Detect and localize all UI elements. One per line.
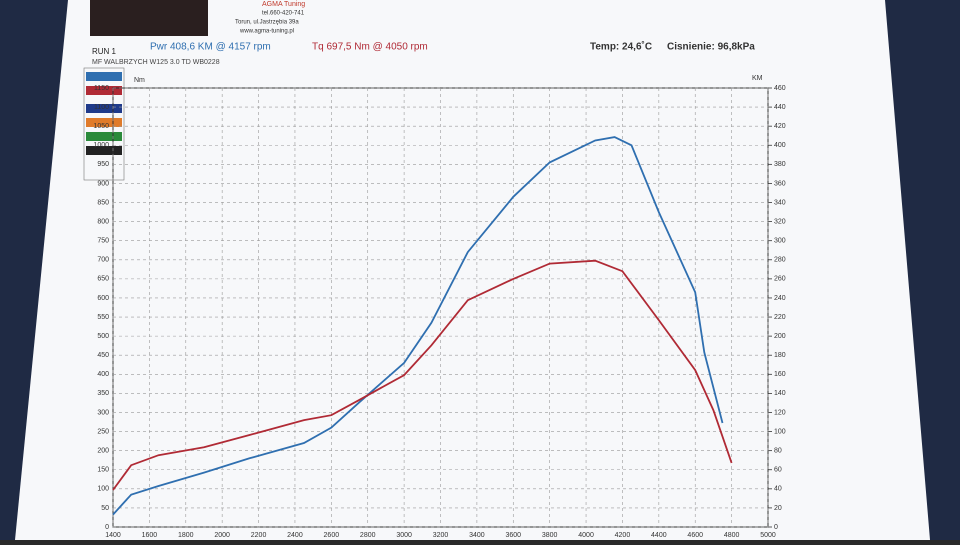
y2-tick-label: 200 bbox=[774, 333, 786, 340]
x-tick-label: 3800 bbox=[542, 532, 558, 539]
x-tick-label: 1800 bbox=[178, 532, 194, 539]
data-line bbox=[112, 259, 733, 491]
y2-tick-label: 80 bbox=[774, 447, 782, 454]
y2-axis-label: KM bbox=[752, 75, 763, 82]
x-tick-label: 3400 bbox=[469, 532, 485, 539]
y2-tick-label: 40 bbox=[774, 486, 782, 493]
x-tick-label: 2000 bbox=[214, 532, 230, 539]
pressure: Cisnienie: 96,8kPa bbox=[667, 42, 755, 53]
y2-tick-label: 160 bbox=[774, 371, 786, 378]
y-tick-label: 700 bbox=[97, 257, 109, 264]
y2-tick-label: 340 bbox=[774, 199, 786, 206]
y2-tick-label: 60 bbox=[774, 467, 782, 474]
paper bbox=[15, 0, 930, 540]
y-tick-label: 950 bbox=[97, 161, 109, 168]
x-tick-label: 2600 bbox=[324, 532, 340, 539]
vehicle: MF WALBRZYCH W125 3.0 TD WB0228 bbox=[92, 59, 220, 66]
y2-tick-label: 120 bbox=[774, 409, 786, 416]
y-tick-label: 550 bbox=[97, 314, 109, 321]
y-tick-label: 800 bbox=[97, 218, 109, 225]
x-tick-label: 3200 bbox=[433, 532, 449, 539]
shop-name: AGMA Tuning bbox=[262, 1, 305, 8]
run-label: RUN 1 bbox=[92, 47, 117, 56]
y2-tick-label: 280 bbox=[774, 257, 786, 264]
temperature: Temp: 24,6˚C bbox=[590, 41, 652, 53]
x-tick-label: 2200 bbox=[251, 532, 267, 539]
y-tick-label: 450 bbox=[97, 352, 109, 359]
y-tick-label: 200 bbox=[97, 447, 109, 454]
y2-tick-label: 100 bbox=[774, 428, 786, 435]
y2-tick-label: 300 bbox=[774, 238, 786, 245]
y2-tick-label: 260 bbox=[774, 276, 786, 283]
y-tick-label: 50 bbox=[101, 505, 109, 512]
y-tick-label: 250 bbox=[97, 428, 109, 435]
y-axis-label: Nm bbox=[134, 77, 145, 84]
y-tick-label: 100 bbox=[97, 486, 109, 493]
data-line bbox=[112, 136, 724, 516]
y2-tick-label: 360 bbox=[774, 180, 786, 187]
x-tick-label: 2800 bbox=[360, 532, 376, 539]
y2-tick-label: 180 bbox=[774, 352, 786, 359]
y2-tick-label: 380 bbox=[774, 161, 786, 168]
y2-tick-label: 140 bbox=[774, 390, 786, 397]
y-tick-label: 600 bbox=[97, 295, 109, 302]
y-tick-label: 300 bbox=[97, 409, 109, 416]
y-tick-label: 1150 bbox=[94, 85, 109, 92]
x-tick-label: 5000 bbox=[760, 532, 776, 539]
y-tick-label: 1050 bbox=[93, 123, 109, 130]
y-tick-label: 650 bbox=[97, 276, 109, 283]
y2-tick-label: 420 bbox=[774, 123, 786, 130]
x-tick-label: 4000 bbox=[578, 532, 594, 539]
x-tick-label: 3000 bbox=[396, 532, 412, 539]
logo bbox=[90, 0, 208, 36]
y2-tick-label: 460 bbox=[774, 85, 786, 92]
shop-address: Torun, ul.Jastrzębia 39a bbox=[235, 20, 299, 26]
y-tick-label: 350 bbox=[97, 390, 109, 397]
x-tick-label: 4600 bbox=[687, 532, 703, 539]
x-tick-label: 4200 bbox=[615, 532, 631, 539]
y2-tick-label: 320 bbox=[774, 218, 786, 225]
x-tick-label: 2400 bbox=[287, 532, 303, 539]
y2-tick-label: 400 bbox=[774, 142, 786, 149]
legend-box bbox=[83, 67, 125, 181]
y2-tick-label: 20 bbox=[774, 505, 782, 512]
y-tick-label: 0 bbox=[105, 524, 109, 531]
y2-tick-label: 440 bbox=[774, 104, 786, 111]
x-tick-label: 1400 bbox=[105, 532, 121, 539]
power-peak: Pwr 408,6 KM @ 4157 rpm bbox=[150, 42, 271, 53]
y-tick-label: 900 bbox=[97, 180, 109, 187]
y-tick-label: 1100 bbox=[94, 104, 109, 111]
y2-tick-label: 0 bbox=[774, 524, 778, 531]
y-tick-label: 850 bbox=[97, 199, 109, 206]
y2-tick-label: 240 bbox=[774, 295, 786, 302]
shop-web: www.agma-tuning.pl bbox=[239, 29, 294, 35]
x-tick-label: 1600 bbox=[142, 532, 158, 539]
shop-phone: tel.660-420-741 bbox=[262, 11, 305, 17]
y2-tick-label: 220 bbox=[774, 314, 786, 321]
x-tick-label: 3600 bbox=[505, 532, 521, 539]
x-tick-label: 4800 bbox=[724, 532, 740, 539]
x-tick-label: 4400 bbox=[651, 532, 667, 539]
y-tick-label: 750 bbox=[97, 238, 109, 245]
y-tick-label: 500 bbox=[97, 333, 109, 340]
torque-peak: Tq 697,5 Nm @ 4050 rpm bbox=[312, 42, 428, 53]
y-tick-label: 150 bbox=[97, 467, 109, 474]
y-tick-label: 1000 bbox=[93, 142, 109, 149]
y-tick-label: 400 bbox=[97, 371, 109, 378]
